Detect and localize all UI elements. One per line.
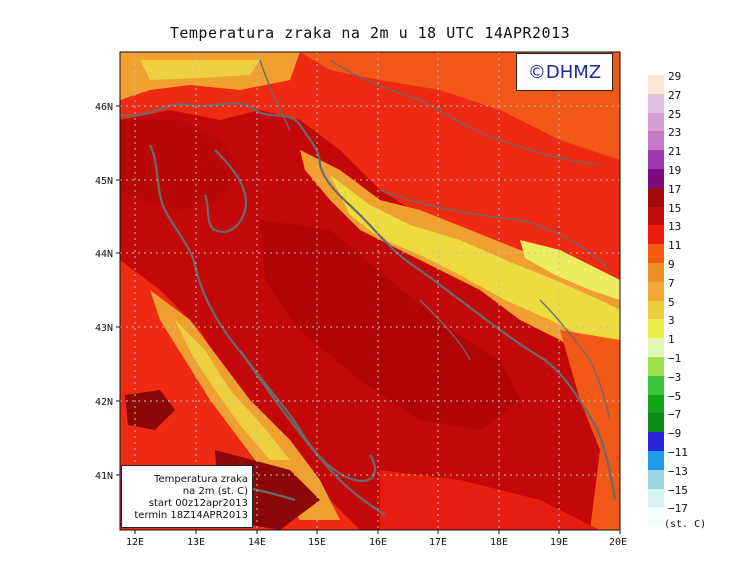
legend-label: 25 xyxy=(668,107,682,121)
legend-swatch xyxy=(648,357,664,376)
legend-label: −1 xyxy=(668,352,682,365)
legend-label: −11 xyxy=(668,446,688,459)
legend-swatch xyxy=(648,187,664,207)
legend-swatch xyxy=(648,131,664,151)
legend-swatch xyxy=(648,263,664,282)
lon-label: 19E xyxy=(550,537,568,548)
legend-label: 7 xyxy=(668,276,675,290)
temperature-field xyxy=(120,52,620,530)
lon-label: 18E xyxy=(490,537,508,548)
legend-label: 23 xyxy=(668,126,682,140)
legend-label: −15 xyxy=(668,483,688,497)
lon-label: 13E xyxy=(187,537,205,548)
borders xyxy=(259,59,611,421)
legend-label: −3 xyxy=(668,370,682,384)
lon-label: 15E xyxy=(308,537,326,548)
map-frame xyxy=(119,51,621,531)
map-title: Temperatura zraka na 2m u 18 UTC 14APR20… xyxy=(169,24,571,42)
legend-label: 15 xyxy=(668,201,682,215)
legend-swatch xyxy=(648,300,664,320)
legend-swatch xyxy=(648,432,664,451)
lat-label: 41N xyxy=(95,471,113,482)
info-line: termin 18Z14APR2013 xyxy=(134,510,248,521)
legend-label: 3 xyxy=(668,314,675,328)
lon-label: 17E xyxy=(429,537,447,548)
lat-label: 46N xyxy=(95,102,113,113)
legend-label: −17 xyxy=(668,502,688,516)
axis-ticks xyxy=(116,105,621,534)
legend-label: 11 xyxy=(668,239,682,253)
legend-unit: (st. C) xyxy=(664,519,707,530)
lon-label: 14E xyxy=(248,537,266,548)
legend-swatch xyxy=(648,244,664,263)
legend-label: 1 xyxy=(668,333,675,347)
balkan-inland xyxy=(560,330,620,530)
legend-label: 17 xyxy=(668,182,682,196)
info-line: na 2m (st. C) xyxy=(182,486,248,497)
legend-swatch xyxy=(648,169,664,188)
legend-swatch xyxy=(648,319,664,339)
legend-swatch xyxy=(648,75,664,94)
legend-label: −9 xyxy=(668,427,682,441)
info-line: start 00z12apr2013 xyxy=(148,498,248,509)
legend-swatch xyxy=(648,451,664,470)
legend-swatch xyxy=(648,469,664,489)
info-line: Temperatura zraka xyxy=(154,474,248,485)
dinaric-cold-band xyxy=(330,175,620,355)
lon-label: 16E xyxy=(369,537,387,548)
legend-swatch xyxy=(648,206,664,226)
legend-swatch xyxy=(648,112,664,132)
lat-label: 44N xyxy=(95,249,113,260)
legend-label: 27 xyxy=(668,88,682,102)
legend-swatch xyxy=(648,281,664,301)
longitude-labels: 12E 13E 14E 15E 16E 17E 18E 19E 20E xyxy=(126,537,627,548)
legend-label: 9 xyxy=(668,258,675,271)
legend-label: 5 xyxy=(668,295,675,309)
adriatic-warm-core xyxy=(260,220,520,430)
legend-label: 21 xyxy=(668,145,682,159)
legend-label: 29 xyxy=(668,70,682,83)
legend-swatch xyxy=(648,507,664,527)
legend-label: 19 xyxy=(668,164,682,177)
lat-label: 42N xyxy=(95,397,113,408)
legend-swatch xyxy=(648,150,664,169)
legend-swatch xyxy=(648,413,664,433)
po-valley-warm xyxy=(120,120,240,210)
lat-label: 45N xyxy=(95,176,113,187)
copyright-badge: ©DHMZ xyxy=(516,53,613,91)
info-box: Temperatura zraka na 2m (st. C) start 00… xyxy=(121,465,253,528)
legend-swatch xyxy=(648,93,664,113)
legend-swatch xyxy=(648,338,664,357)
legend-label: −13 xyxy=(668,464,688,478)
legend-swatch xyxy=(648,225,664,245)
lat-label: 43N xyxy=(95,323,113,334)
legend-swatch xyxy=(648,375,664,395)
legend-label: 13 xyxy=(668,220,682,234)
legend-swatch xyxy=(648,394,664,414)
legend-label: −7 xyxy=(668,408,682,422)
legend-label: −5 xyxy=(668,389,682,403)
lon-label: 20E xyxy=(609,537,627,548)
lon-label: 12E xyxy=(126,537,144,548)
lat-lon-grid xyxy=(120,52,620,530)
legend-swatch xyxy=(648,488,664,508)
coastlines xyxy=(120,102,617,516)
latitude-labels: 46N 45N 44N 43N 42N 41N xyxy=(95,102,113,482)
